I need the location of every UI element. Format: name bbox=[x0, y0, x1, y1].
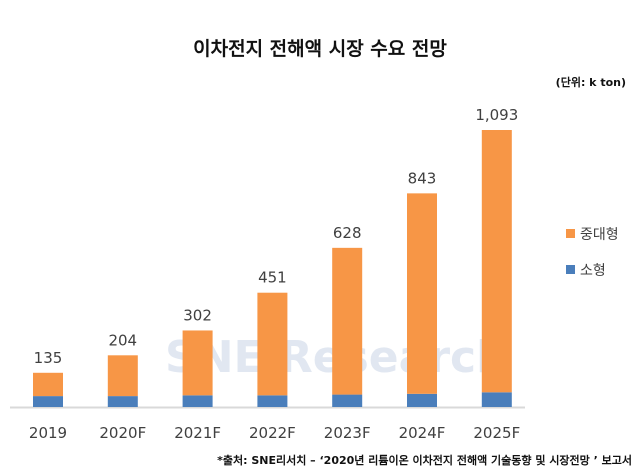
bar-small-2024F bbox=[407, 393, 437, 407]
x-tick-label-2020F: 2020F bbox=[99, 424, 146, 442]
bar-mid-large-2020F bbox=[107, 355, 138, 397]
bar-mid-large-2022F bbox=[257, 292, 288, 396]
bar-small-2022F bbox=[257, 395, 288, 407]
bar-small-2019 bbox=[33, 396, 63, 407]
bar-mid-large-2021F bbox=[182, 330, 213, 396]
source-note: *출처: SNE리서치 – ‘2020년 리튬이온 이차전지 전해액 기술동향 … bbox=[217, 454, 632, 467]
total-label-2023F: 628 bbox=[333, 224, 362, 242]
unit-label: (단위: k ton) bbox=[555, 76, 626, 89]
legend-label-0: 중대형 bbox=[580, 227, 619, 243]
x-tick-label-2025F: 2025F bbox=[473, 424, 520, 442]
bar-mid-large-2023F bbox=[332, 247, 363, 395]
total-label-2021F: 302 bbox=[183, 306, 212, 324]
total-label-2019: 135 bbox=[34, 349, 63, 367]
total-label-2020F: 204 bbox=[108, 331, 137, 349]
x-tick-label-2022F: 2022F bbox=[249, 424, 296, 442]
x-tick-label-2019: 2019 bbox=[29, 424, 67, 442]
bar-mid-large-2019 bbox=[33, 372, 63, 397]
bar-small-2025F bbox=[481, 392, 512, 407]
legend-swatch-1 bbox=[566, 265, 575, 274]
chart-title: 이차전지 전해액 시장 수요 전망 bbox=[193, 38, 447, 60]
bar-small-2020F bbox=[107, 396, 138, 407]
x-tick-label-2023F: 2023F bbox=[324, 424, 371, 442]
x-tick-label-2024F: 2024F bbox=[399, 424, 446, 442]
x-tick-label-2021F: 2021F bbox=[174, 424, 221, 442]
total-label-2025F: 1,093 bbox=[475, 106, 518, 124]
legend-swatch-0 bbox=[566, 229, 575, 238]
total-label-2022F: 451 bbox=[258, 269, 287, 287]
legend-label-1: 소형 bbox=[580, 263, 606, 279]
total-label-2024F: 843 bbox=[408, 169, 437, 187]
bar-mid-large-2025F bbox=[481, 130, 512, 393]
bar-small-2023F bbox=[332, 394, 363, 407]
bar-mid-large-2024F bbox=[407, 193, 437, 394]
bar-small-2021F bbox=[182, 395, 213, 407]
